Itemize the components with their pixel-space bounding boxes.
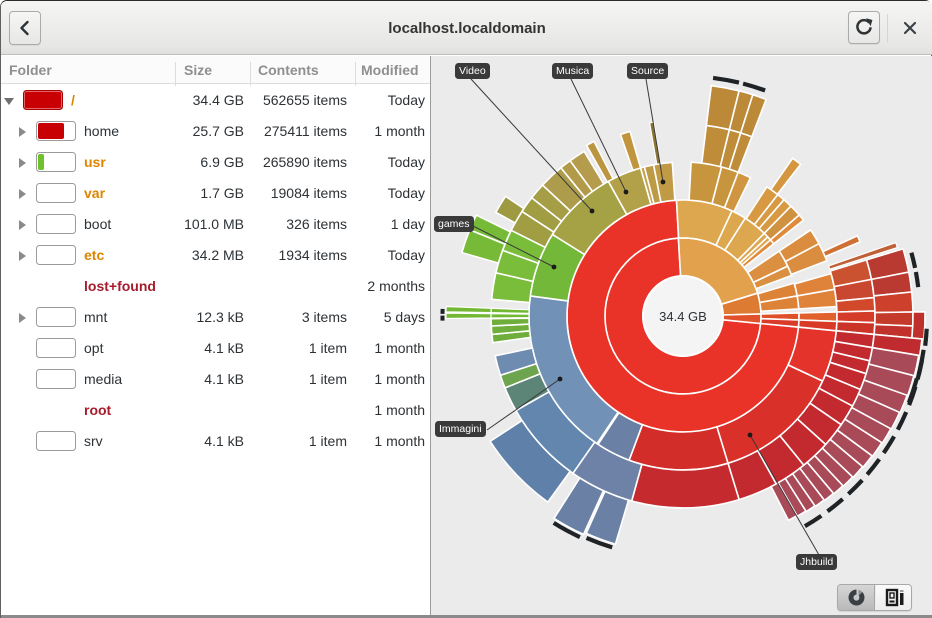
svg-text:34.4 GB: 34.4 GB — [659, 309, 707, 324]
